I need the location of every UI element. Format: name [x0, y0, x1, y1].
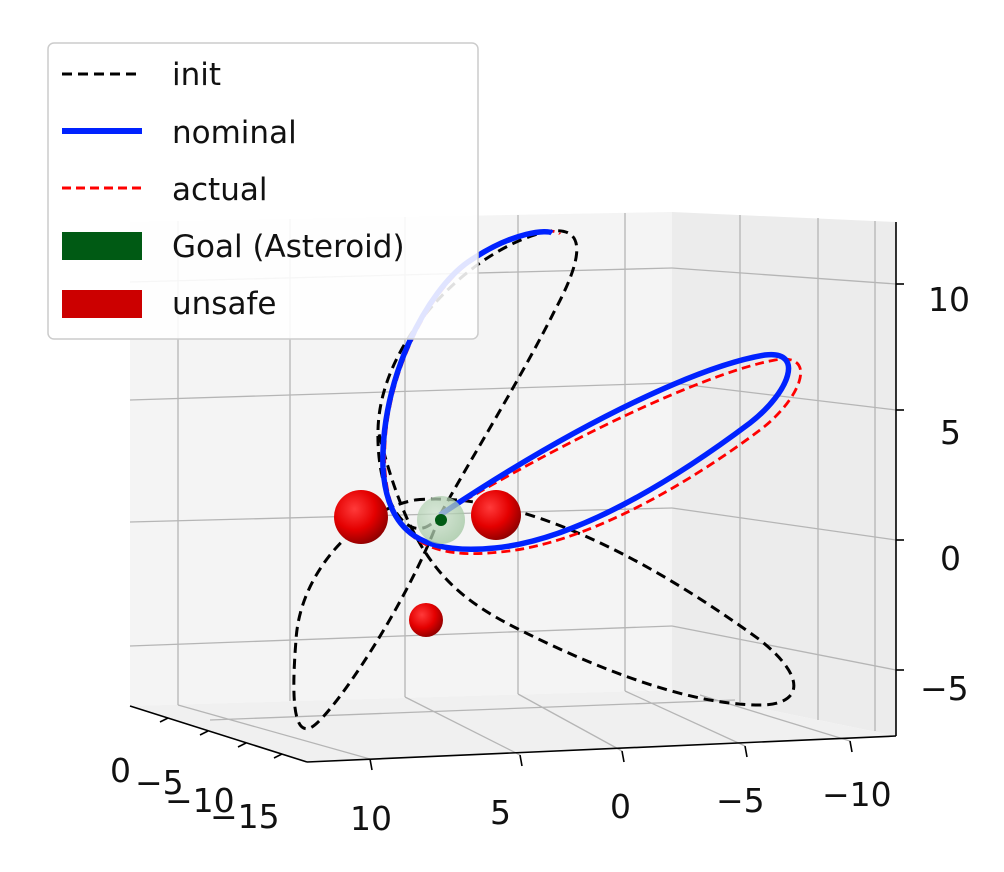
z-tick-label: 5 — [940, 413, 961, 452]
z-tick-labels: 10 5 0 −5 — [920, 280, 970, 708]
unsafe-sphere-1 — [334, 490, 388, 544]
legend: init nominal actual Goal (Asteroid) unsa… — [47, 42, 479, 340]
legend-label-unsafe: unsafe — [172, 286, 276, 322]
y-tick-label: −10 — [165, 781, 235, 820]
goal-marker — [435, 514, 447, 526]
legend-label-init: init — [172, 57, 221, 93]
z-tick-label: −5 — [920, 669, 969, 708]
x-tick-label: 0 — [610, 787, 631, 826]
init-loop-lower-left — [292, 498, 442, 731]
y-tick-label: −5 — [135, 763, 184, 802]
legend-label-nominal: nominal — [172, 115, 297, 151]
unsafe-sphere-2 — [471, 490, 521, 540]
y-tick-label: 0 — [110, 751, 131, 790]
legend-swatch-goal — [62, 232, 142, 260]
legend-label-actual: actual — [172, 172, 267, 208]
legend-label-goal: Goal (Asteroid) — [172, 229, 405, 265]
x-tick-label: −10 — [822, 775, 892, 814]
tick-marks — [159, 283, 904, 771]
unsafe-sphere-3 — [409, 603, 443, 637]
z-tick-label: 0 — [940, 539, 961, 578]
z-tick-label: 10 — [928, 280, 970, 319]
x-tick-label: −5 — [716, 781, 765, 820]
axis-lines — [129, 222, 897, 763]
init-loop-lower-right — [376, 429, 796, 707]
x-tick-label: 10 — [350, 799, 392, 838]
legend-swatch-unsafe — [62, 290, 142, 318]
y-tick-label: −15 — [210, 797, 280, 836]
x-tick-label: 5 — [490, 793, 511, 832]
unsafe-obstacles — [334, 490, 521, 637]
x-tick-labels: 10 5 0 −5 −10 — [350, 775, 892, 838]
y-tick-labels: 0 −5 −10 −15 — [110, 751, 280, 836]
goal-asteroid — [417, 496, 465, 544]
back-pane-right — [672, 212, 896, 736]
legend-box — [47, 42, 479, 340]
